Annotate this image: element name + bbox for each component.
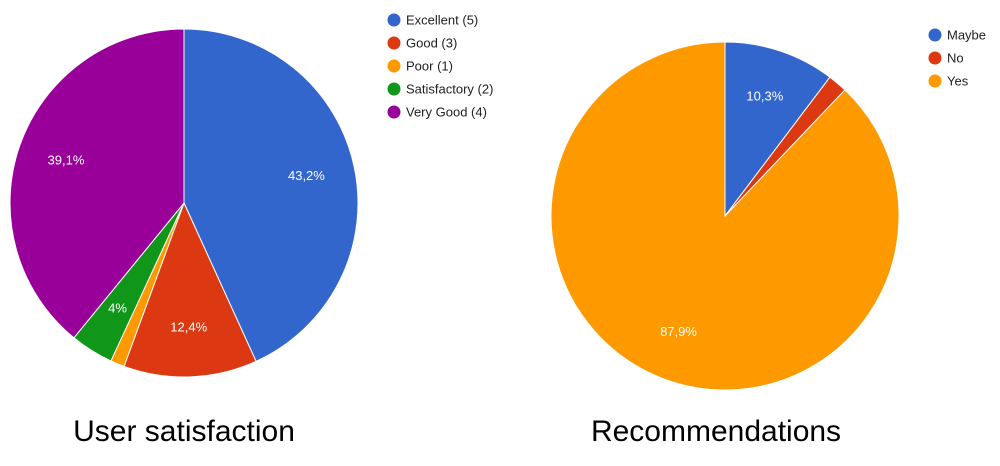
pie-slice — [9, 28, 185, 339]
data-label: 4% — [108, 301, 127, 316]
data-label: 43,2% — [288, 168, 325, 183]
data-label: 10,3% — [746, 89, 783, 104]
legend-label: Good (3) — [406, 35, 457, 50]
legend-label: Yes — [947, 73, 969, 88]
legend-label: Excellent (5) — [406, 12, 478, 27]
pie-slice — [123, 201, 257, 378]
pie-slice — [724, 41, 831, 218]
chart-title: User satisfaction — [73, 415, 295, 448]
legend-swatch — [928, 28, 942, 42]
data-label: 12,4% — [170, 320, 207, 335]
legend-label: Poor (1) — [406, 58, 453, 73]
legend-swatch — [928, 51, 942, 65]
legend-label: Maybe — [947, 27, 986, 42]
legend-swatch — [387, 82, 401, 96]
legend-swatch — [387, 105, 401, 119]
legend-label: Very Good (4) — [406, 104, 487, 119]
chart-title: Recommendations — [591, 415, 841, 448]
legend-label: No — [947, 50, 964, 65]
pie-slice — [183, 28, 359, 363]
legend-swatch — [387, 36, 401, 50]
legend-swatch — [387, 13, 401, 27]
data-label: 39,1% — [48, 152, 85, 167]
legend-label: Satisfactory (2) — [406, 81, 493, 96]
legend-swatch — [928, 74, 942, 88]
legend-swatch — [387, 59, 401, 73]
data-label: 87,9% — [660, 324, 697, 339]
pie-slice — [550, 41, 900, 391]
